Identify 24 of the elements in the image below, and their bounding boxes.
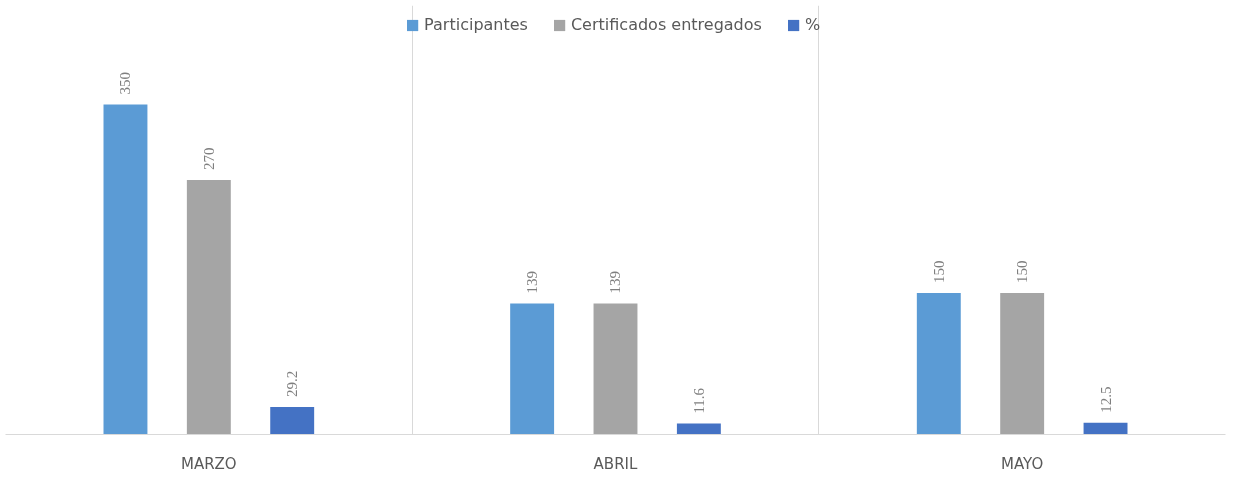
data-label: 139 — [607, 270, 624, 294]
x-tick-label: MAYO — [1001, 454, 1044, 473]
bar — [1083, 422, 1128, 435]
data-label: 139 — [524, 270, 541, 294]
bar — [186, 179, 231, 435]
legend-label: Participantes — [424, 15, 528, 34]
legend-label: Certificados entregados — [570, 15, 762, 34]
data-label: 150 — [1014, 260, 1031, 284]
x-tick-label: ABRIL — [593, 454, 639, 473]
bar — [593, 303, 638, 435]
data-label: 29.2 — [284, 370, 301, 397]
bar — [1000, 293, 1045, 435]
bar — [103, 104, 148, 435]
data-label: 270 — [200, 147, 217, 170]
legend-label: % — [804, 15, 822, 34]
bar — [676, 423, 721, 435]
x-tick-label: MARZO — [180, 454, 237, 473]
data-label: 12.5 — [1097, 386, 1114, 413]
data-label: 150 — [930, 260, 947, 284]
data-label: 11.6 — [690, 387, 707, 414]
data-label: 350 — [117, 72, 134, 95]
bar — [270, 406, 315, 435]
bar — [916, 293, 961, 435]
bar — [510, 303, 555, 435]
